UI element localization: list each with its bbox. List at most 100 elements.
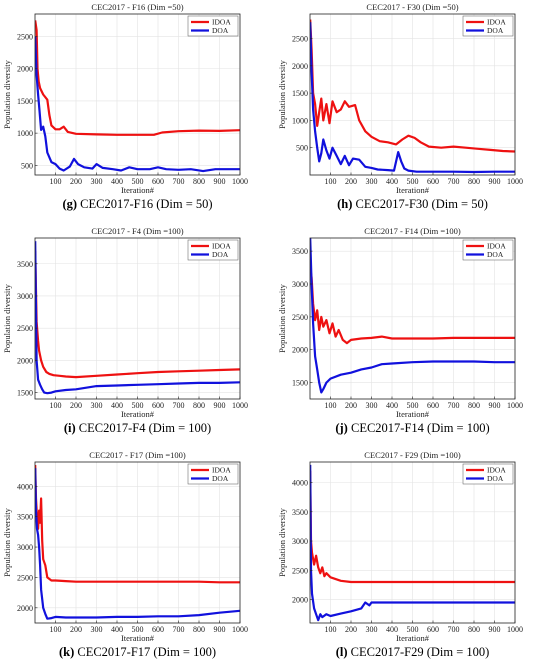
- x-tick-label: 1000: [507, 401, 523, 410]
- x-tick-label: 500: [132, 401, 144, 410]
- x-tick-label: 600: [427, 625, 439, 634]
- legend-label: DOA: [487, 250, 504, 259]
- x-tick-label: 100: [50, 401, 62, 410]
- x-tick-label: 600: [152, 625, 164, 634]
- x-tick-label: 800: [468, 625, 480, 634]
- series-line-idoa: [35, 250, 240, 379]
- caption-label: (k): [58, 645, 75, 659]
- y-axis-label: Population diversity: [277, 507, 287, 576]
- y-tick-label: 500: [21, 161, 33, 170]
- caption-label: (h): [337, 197, 353, 211]
- x-tick-label: 700: [448, 625, 460, 634]
- series-line-idoa: [35, 464, 240, 584]
- x-tick-label: 300: [366, 625, 378, 634]
- series-line-doa: [35, 468, 240, 620]
- chart-title: CEC2017 - F29 (Dim =100): [364, 450, 461, 460]
- legend-label: DOA: [212, 250, 229, 259]
- y-tick-label: 1000: [292, 116, 308, 125]
- chart-title: CEC2017 - F16 (Dim =50): [91, 2, 183, 12]
- x-tick-label: 800: [193, 401, 205, 410]
- x-tick-label: 400: [111, 177, 123, 186]
- y-tick-label: 2500: [292, 313, 308, 322]
- y-tick-label: 1000: [17, 129, 33, 138]
- y-tick-label: 1500: [17, 97, 33, 106]
- x-tick-label: 500: [132, 625, 144, 634]
- y-tick-label: 3500: [292, 247, 308, 256]
- figure-caption: (l) CEC2017-F29 (Dim = 100): [275, 645, 550, 660]
- y-tick-label: 2000: [292, 346, 308, 355]
- x-tick-label: 400: [386, 177, 398, 186]
- series-line-doa: [310, 464, 515, 622]
- caption-label: (i): [63, 421, 76, 435]
- y-tick-label: 1500: [292, 89, 308, 98]
- y-tick-label: 3500: [17, 513, 33, 522]
- chart-title: CEC2017 - F17 (Dim =100): [89, 450, 186, 460]
- y-tick-label: 1500: [17, 389, 33, 398]
- x-tick-label: 200: [70, 625, 82, 634]
- x-tick-label: 900: [214, 625, 226, 634]
- legend-label: DOA: [487, 26, 504, 35]
- y-tick-label: 4000: [292, 478, 308, 487]
- y-tick-label: 3500: [17, 260, 33, 269]
- x-tick-label: 300: [91, 177, 103, 186]
- y-tick-label: 2500: [17, 33, 33, 42]
- x-axis-label: Iteration#: [121, 409, 155, 419]
- x-axis-label: Iteration#: [121, 633, 155, 643]
- y-tick-label: 2000: [17, 356, 33, 365]
- x-tick-label: 100: [325, 401, 337, 410]
- x-axis-label: Iteration#: [121, 185, 155, 195]
- caption-text: CEC2017-F16 (Dim = 50): [77, 197, 213, 211]
- y-tick-label: 500: [296, 144, 308, 153]
- y-tick-label: 2000: [17, 65, 33, 74]
- x-tick-label: 900: [489, 625, 501, 634]
- x-tick-label: 900: [489, 401, 501, 410]
- x-tick-label: 100: [325, 177, 337, 186]
- x-tick-label: 200: [70, 401, 82, 410]
- x-tick-label: 200: [70, 177, 82, 186]
- series-line-doa: [310, 22, 515, 174]
- line-chart: 100 200 300 400 500 600 700 800 900 1000 1500 2000 2…: [2, 226, 248, 419]
- series-line-idoa: [310, 267, 515, 345]
- x-tick-label: 1000: [232, 177, 248, 186]
- y-axis-label: Population diversity: [2, 507, 12, 576]
- x-tick-label: 600: [427, 401, 439, 410]
- legend-label: DOA: [212, 474, 229, 483]
- series-line-idoa: [35, 20, 240, 136]
- chart-panel: 100 200 300 400 500 600 700 800 900 1000 2000 2500 3…: [0, 448, 275, 672]
- x-tick-label: 900: [489, 177, 501, 186]
- y-tick-label: 3000: [17, 543, 33, 552]
- y-axis-label: Population diversity: [277, 283, 287, 352]
- figure-caption: (h) CEC2017-F30 (Dim = 50): [275, 197, 550, 212]
- y-tick-label: 2000: [17, 604, 33, 613]
- legend-label: IDOA: [212, 242, 231, 251]
- x-tick-label: 100: [50, 625, 62, 634]
- legend-label: IDOA: [487, 242, 506, 251]
- x-tick-label: 800: [193, 177, 205, 186]
- caption-text: CEC2017-F14 (Dim = 100): [347, 421, 490, 435]
- legend-label: DOA: [212, 26, 229, 35]
- x-tick-label: 1000: [507, 177, 523, 186]
- series-line-doa: [35, 36, 240, 173]
- y-axis-label: Population diversity: [2, 59, 12, 128]
- x-tick-label: 500: [132, 177, 144, 186]
- chart-title: CEC2017 - F14 (Dim =100): [364, 226, 461, 236]
- chart-panel: 100 200 300 400 500 600 700 800 900 1000 1500 2000 2…: [0, 224, 275, 448]
- series-line-doa: [310, 238, 515, 394]
- x-tick-label: 400: [111, 401, 123, 410]
- legend-label: IDOA: [212, 466, 231, 475]
- y-tick-label: 1500: [292, 379, 308, 388]
- x-tick-label: 300: [366, 401, 378, 410]
- line-chart: 100 200 300 400 500 600 700 800 900 1000 2000 2500 3…: [277, 450, 523, 643]
- caption-label: (g): [62, 197, 78, 211]
- figure-caption: (i) CEC2017-F4 (Dim = 100): [0, 421, 275, 436]
- x-tick-label: 700: [173, 625, 185, 634]
- y-tick-label: 2500: [292, 566, 308, 575]
- figure-caption: (j) CEC2017-F14 (Dim = 100): [275, 421, 550, 436]
- y-tick-label: 2500: [17, 573, 33, 582]
- legend-label: IDOA: [212, 18, 231, 27]
- x-tick-label: 800: [468, 401, 480, 410]
- x-tick-label: 100: [50, 177, 62, 186]
- y-tick-label: 3500: [292, 508, 308, 517]
